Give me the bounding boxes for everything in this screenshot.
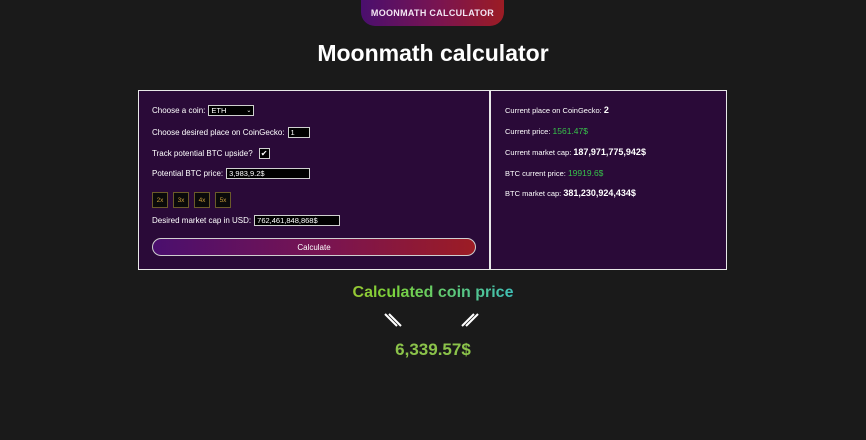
arrow-down-right-icon [461, 313, 479, 327]
btc-price-label: Potential BTC price: [152, 169, 224, 178]
btc-price-row: Potential BTC price: 3,983,9.2$ [152, 168, 311, 179]
market-cap-input[interactable]: 762,461,848,868$ [254, 215, 341, 226]
current-price-label: Current price: [505, 127, 551, 136]
track-checkbox[interactable]: ✔ [258, 148, 270, 159]
place-row: Choose desired place on CoinGecko: 1 [152, 127, 310, 138]
multiplier-5x-button[interactable]: 5x [215, 192, 231, 208]
btc-price-info: BTC current price: 19919.6$ [505, 168, 603, 178]
multiplier-4x-button[interactable]: 4x [194, 192, 210, 208]
coin-select[interactable]: ETH ⌄ [208, 105, 255, 116]
current-mcap-label: Current market cap: [505, 148, 572, 157]
calculate-button[interactable]: Calculate [152, 238, 476, 256]
current-mcap-info: Current market cap: 187,971,775,942$ [505, 147, 646, 157]
current-place-label: Current place on CoinGecko: [505, 106, 602, 115]
btc-current-price-label: BTC current price: [505, 169, 566, 178]
place-input[interactable]: 1 [287, 127, 310, 138]
btc-mcap-label: BTC market cap: [505, 189, 562, 198]
result-value: 6,339.57$ [395, 340, 471, 359]
checkmark-icon: ✔ [260, 149, 268, 158]
arrow-down-left-icon [384, 313, 402, 327]
track-label: Track potential BTC upside? [152, 149, 253, 158]
btc-price-input[interactable]: 3,983,9.2$ [226, 168, 311, 179]
coin-info-panel: Current place on CoinGecko: 2 Current pr… [490, 90, 727, 270]
multiplier-2x-button[interactable]: 2x [152, 192, 168, 208]
coin-select-value: ETH [211, 106, 227, 115]
current-price-value: 1561.47$ [552, 126, 588, 136]
coin-row: Choose a coin: ETH ⌄ [152, 105, 255, 116]
btc-mcap-info: BTC market cap: 381,230,924,434$ [505, 188, 636, 198]
chevron-down-icon: ⌄ [246, 108, 252, 114]
calculator-form-panel: Choose a coin: ETH ⌄ Choose desired plac… [138, 90, 490, 270]
market-cap-label: Desired market cap in USD: [152, 216, 252, 225]
current-place-value: 2 [603, 105, 609, 115]
result-title: Calculated coin price [0, 284, 866, 302]
multiplier-3x-button[interactable]: 3x [173, 192, 189, 208]
page-title: Moonmath calculator [317, 40, 549, 66]
btc-current-price-value: 19919.6$ [567, 168, 604, 178]
market-cap-row: Desired market cap in USD: 762,461,848,8… [152, 215, 341, 226]
track-row: Track potential BTC upside? ✔ [152, 148, 270, 159]
current-price-info: Current price: 1561.47$ [505, 126, 588, 136]
current-mcap-value: 187,971,775,942$ [573, 147, 646, 157]
current-place-info: Current place on CoinGecko: 2 [505, 105, 609, 115]
multiplier-buttons: 2x 3x 4x 5x [152, 192, 231, 208]
coin-label: Choose a coin: [152, 106, 206, 115]
app-header-tab: MOONMATH CALCULATOR [361, 0, 504, 26]
place-label: Choose desired place on CoinGecko: [152, 128, 285, 137]
btc-mcap-value: 381,230,924,434$ [563, 188, 636, 198]
